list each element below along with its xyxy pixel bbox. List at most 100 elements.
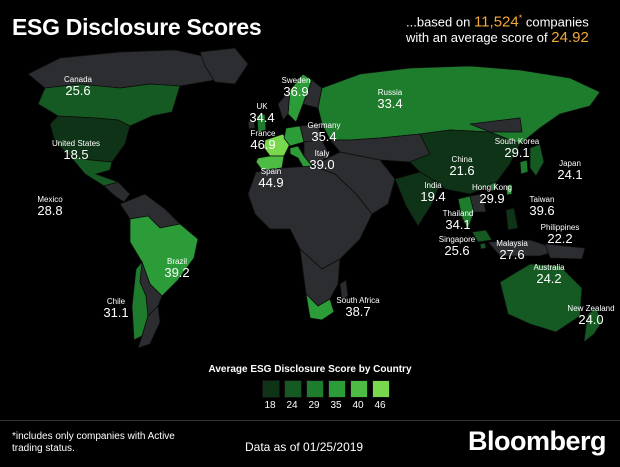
as-of-date: Data as of 01/25/2019 [245,440,364,454]
label-taiwan: Taiwan 39.6 [529,195,555,219]
country-score: 21.6 [449,163,475,179]
legend-tick: 29 [308,400,320,411]
land-no-data [303,139,331,167]
country-united-states [49,115,131,163]
label-france: France 46.9 [250,129,276,153]
country-name: Brazil [166,257,187,266]
country-name: Mexico [37,195,63,204]
country-score: 27.6 [499,247,525,263]
country-name: Japan [559,159,581,168]
country-score: 39.6 [529,203,555,219]
land-no-data [247,119,256,130]
legend-swatch [284,380,302,398]
country-hong-kong [489,181,498,192]
country-south-africa [305,292,335,321]
legend-swatch [372,380,390,398]
country-score: 25.6 [65,83,91,99]
country-name: Germany [307,121,341,130]
legend-tick: 24 [286,400,298,411]
country-singapore [479,242,487,250]
country-name: New Zealand [567,304,615,313]
land-no-data [137,305,161,349]
country-name: United States [51,139,101,148]
country-name: Hong Kong [471,183,513,192]
country-name: Malaysia [496,239,528,248]
country-uk [256,113,267,133]
legend-tick: 35 [330,400,342,411]
legend-tick: 46 [374,400,386,411]
country-name: Taiwan [529,195,555,204]
label-canada: Canada 25.6 [63,75,93,99]
legend-title: Average ESG Disclosure Score by Country [208,364,412,375]
label-united-states: United States 18.5 [51,139,101,163]
country-name: Singapore [438,235,476,244]
country-score: 18.5 [63,147,89,163]
country-japan [529,143,545,177]
label-singapore: Singapore 25.6 [438,235,476,259]
country-mexico [68,155,120,187]
country-new-zealand [583,307,603,343]
label-italy: Italy 39.0 [309,149,335,173]
label-japan: Japan 24.1 [557,159,583,183]
country-score: 24.0 [578,312,604,328]
country-name: Sweden [281,76,311,85]
country-name: Russia [377,88,403,97]
country-score: 29.1 [504,145,530,161]
label-mexico: Mexico 28.8 [37,195,63,219]
footer-divider [0,420,620,421]
label-india: India 19.4 [420,181,446,205]
land-no-data [469,117,523,133]
label-sweden: Sweden 36.9 [281,76,311,100]
country-score: 39.0 [309,157,335,173]
country-south-korea [519,159,529,175]
land-no-data [27,49,231,89]
footnote: *includes only companies with Active tra… [12,431,175,454]
country-germany [283,125,305,147]
country-score: 29.9 [479,191,505,207]
legend-swatch [306,380,324,398]
country-score: 38.7 [345,304,371,320]
country-name: Philippines [540,223,580,232]
country-taiwan [505,183,513,196]
country-score: 19.4 [420,189,446,205]
land-no-data [469,193,487,213]
country-score: 35.4 [311,129,337,145]
land-no-data [277,88,291,121]
country-score: 46.9 [250,137,276,153]
label-australia: Australia 24.2 [533,263,565,287]
land-no-data [339,279,349,301]
legend-tick: 40 [352,400,364,411]
country-brazil [129,215,199,297]
label-philippines: Philippines 22.2 [540,223,580,247]
country-score: 36.9 [283,84,309,100]
land-no-data [199,47,249,85]
label-thailand: Thailand 34.1 [442,209,474,232]
country-name: South Korea [494,137,540,146]
country-name: UK [256,102,268,111]
summary-mid: companies with an average score of [406,14,589,46]
country-name: China [451,155,473,164]
label-hong-kong: Hong Kong 29.9 [471,183,513,207]
label-uk: UK 34.4 [249,102,274,125]
country-thailand [457,195,475,230]
label-malaysia: Malaysia 27.6 [496,239,528,263]
country-name: Canada [63,75,93,84]
label-new-zealand: New Zealand 24.0 [567,304,615,328]
summary-prefix: ...based on [406,14,474,30]
country-score: 25.6 [444,243,470,259]
country-score: 22.2 [547,231,573,247]
label-chile: Chile 31.1 [103,297,128,320]
country-name: Spain [260,167,282,176]
bloomberg-logo: Bloomberg [467,426,607,456]
country-name: South Africa [336,296,380,305]
country-score: 24.2 [536,271,562,287]
country-score: 44.9 [258,175,284,191]
country-score: 28.8 [37,203,63,219]
label-south-africa: South Africa 38.7 [336,296,380,320]
country-philippines [505,207,519,231]
label-russia: Russia 33.4 [377,88,403,111]
country-name: Thailand [442,209,474,218]
company-count: 11,524 [473,13,519,31]
country-score: 24.1 [557,167,583,183]
country-name: Australia [533,263,565,272]
